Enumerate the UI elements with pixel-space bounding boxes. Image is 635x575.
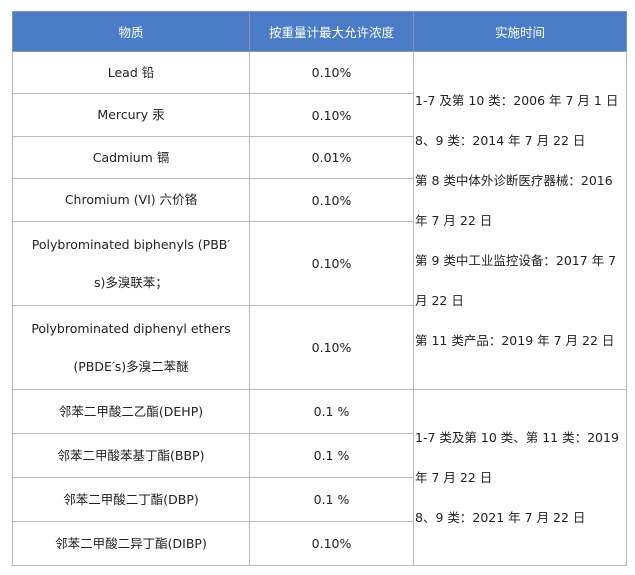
time-line: 年 7 月 22 日 bbox=[415, 469, 493, 485]
time-line: 年 7 月 22 日 bbox=[415, 212, 493, 228]
time-line: 第 8 类中体外诊断医疗器械：2016 bbox=[415, 172, 613, 188]
time-line: 1-7 及第 10 类：2006 年 7 月 1 日 bbox=[415, 92, 619, 108]
table-row: 邻苯二甲酸二异丁酯(DIBP) 0.10% bbox=[12, 521, 627, 566]
table-row: Cadmium 镉 0.01% bbox=[12, 136, 627, 179]
implementation-time-group-2: 1-7 类及第 10 类、第 11 类：2019 年 7 月 22 日 8、9 … bbox=[413, 389, 627, 566]
header-row: 物质 按重量计最大允许浓度 实施时间 bbox=[12, 11, 627, 52]
substance-cell: Chromium (VI) 六价铬 bbox=[12, 178, 250, 222]
table-row: Lead 铅 0.10% 1-7 及第 10 类：2006 年 7 月 1 日 … bbox=[12, 51, 627, 390]
substance-cell: Polybrominated diphenyl ethers (PBDE′s)多… bbox=[12, 305, 250, 390]
implementation-time-group-1: 1-7 及第 10 类：2006 年 7 月 1 日 8、9 类：2014 年 … bbox=[413, 51, 627, 390]
header-max-concentration: 按重量计最大允许浓度 bbox=[249, 11, 414, 52]
substance-line: (PBDE′s)多溴二苯醚 bbox=[73, 358, 189, 374]
table-row: Polybrominated biphenyls (PBB′ s)多溴联苯； 0… bbox=[12, 221, 627, 306]
limit-cell: 0.10% bbox=[249, 51, 414, 94]
time-line: 8、9 类：2014 年 7 月 22 日 bbox=[415, 132, 586, 148]
table-row: 邻苯二甲酸二乙酯(DEHP) 0.1 % 1-7 类及第 10 类、第 11 类… bbox=[12, 389, 627, 566]
limit-cell: 0.1 % bbox=[249, 477, 414, 522]
time-line: 第 9 类中工业监控设备：2017 年 7 bbox=[415, 252, 617, 268]
limit-cell: 0.10% bbox=[249, 93, 414, 137]
table-row: Chromium (VI) 六价铬 0.10% bbox=[12, 178, 627, 222]
limit-cell: 0.10% bbox=[249, 178, 414, 222]
limit-cell: 0.10% bbox=[249, 521, 414, 566]
substance-cell: Mercury 汞 bbox=[12, 93, 250, 137]
header-implementation-time: 实施时间 bbox=[413, 11, 627, 52]
substance-cell: Cadmium 镉 bbox=[12, 136, 250, 179]
substance-cell: Polybrominated biphenyls (PBB′ s)多溴联苯； bbox=[12, 221, 250, 306]
limit-cell: 0.10% bbox=[249, 221, 414, 306]
substance-cell: 邻苯二甲酸二乙酯(DEHP) bbox=[12, 389, 250, 434]
rohs-table: 物质 按重量计最大允许浓度 实施时间 Lead 铅 0.10% 1-7 及第 1… bbox=[12, 11, 627, 566]
substance-line: s)多溴联苯； bbox=[94, 274, 168, 290]
substance-line: Polybrominated diphenyl ethers bbox=[31, 320, 231, 336]
substance-cell: 邻苯二甲酸二异丁酯(DIBP) bbox=[12, 521, 250, 566]
table-row: 邻苯二甲酸二丁酯(DBP) 0.1 % bbox=[12, 477, 627, 522]
substance-cell: Lead 铅 bbox=[12, 51, 250, 94]
time-line: 月 22 日 bbox=[415, 292, 464, 308]
time-line: 第 11 类产品：2019 年 7 月 22 日 bbox=[415, 332, 615, 348]
time-line: 8、9 类：2021 年 7 月 22 日 bbox=[415, 509, 586, 525]
limit-cell: 0.01% bbox=[249, 136, 414, 179]
time-line: 1-7 类及第 10 类、第 11 类：2019 bbox=[415, 429, 619, 445]
limit-cell: 0.1 % bbox=[249, 389, 414, 434]
header-substance: 物质 bbox=[12, 11, 250, 52]
substance-cell: 邻苯二甲酸二丁酯(DBP) bbox=[12, 477, 250, 522]
substance-line: Polybrominated biphenyls (PBB′ bbox=[31, 236, 231, 252]
limit-cell: 0.1 % bbox=[249, 433, 414, 478]
table-row: Mercury 汞 0.10% bbox=[12, 93, 627, 137]
limit-cell: 0.10% bbox=[249, 305, 414, 390]
substance-cell: 邻苯二甲酸苯基丁酯(BBP) bbox=[12, 433, 250, 478]
